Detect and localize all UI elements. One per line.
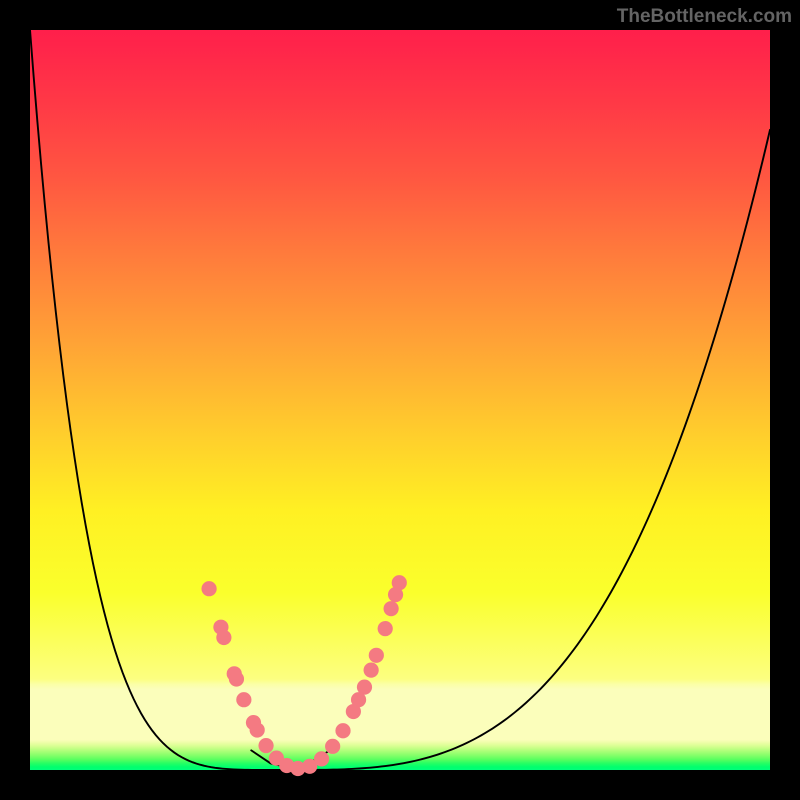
marker-point [236,692,251,707]
marker-point [378,621,393,636]
marker-point [229,671,244,686]
marker-point [258,738,273,753]
marker-point [392,575,407,590]
watermark-text: TheBottleneck.com [617,6,792,28]
curve-layer [30,30,770,770]
plot-area [30,30,770,770]
marker-point [201,581,216,596]
marker-point [216,630,231,645]
marker-point [250,722,265,737]
marker-point [335,723,350,738]
marker-point [369,648,384,663]
marker-point [325,739,340,754]
marker-point [357,680,372,695]
marker-point [314,751,329,766]
figure-root: TheBottleneck.com [0,0,800,800]
curve-right-branch [285,130,770,770]
marker-point [384,601,399,616]
curve-left-branch [30,30,285,770]
marker-point [364,663,379,678]
